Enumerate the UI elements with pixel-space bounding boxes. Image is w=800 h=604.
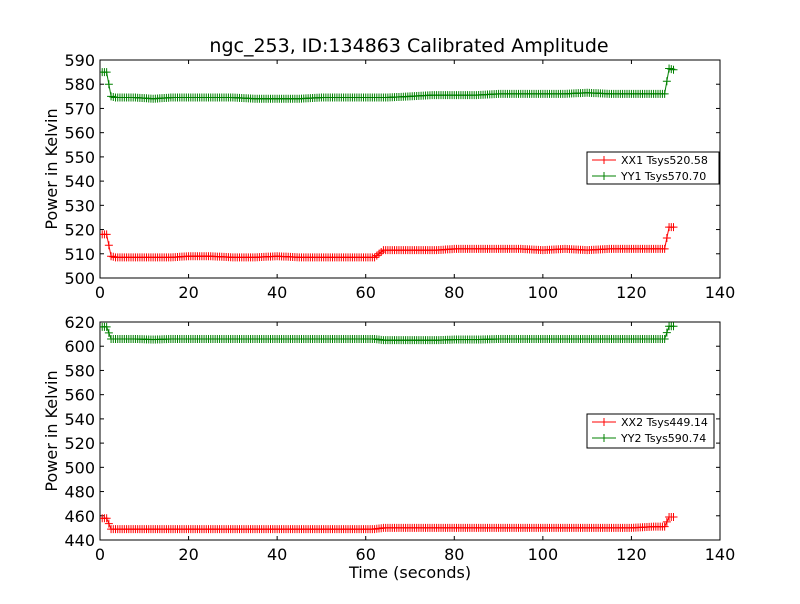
data-point <box>669 322 678 331</box>
y-tick-label: 580 <box>64 361 95 380</box>
y-tick-label: 550 <box>64 148 95 167</box>
x-tick-label: 0 <box>95 283 105 302</box>
legend-label: YY1 Tsys570.70 <box>620 170 706 183</box>
y-tick-label: 570 <box>64 99 95 118</box>
y-tick-label: 480 <box>64 483 95 502</box>
legend-label: XX1 Tsys520.58 <box>621 154 708 167</box>
data-point <box>660 522 669 531</box>
series-1 <box>100 512 678 534</box>
data-point <box>104 519 113 528</box>
y-tick-label: 560 <box>64 386 95 405</box>
data-point <box>660 244 669 253</box>
data-point <box>102 322 111 331</box>
x-tick-label: 60 <box>356 545 376 564</box>
legend-box <box>586 151 720 185</box>
y-tick-label: 540 <box>64 172 95 191</box>
x-tick-label: 80 <box>444 283 464 302</box>
chart-title: ngc_253, ID:134863 Calibrated Amplitude <box>209 35 608 57</box>
data-point <box>102 230 111 239</box>
legend-label: YY2 Tsys590.74 <box>620 432 706 445</box>
y-axis-label: Power in Kelvin <box>42 370 61 491</box>
data-point <box>107 92 116 101</box>
y-tick-label: 510 <box>64 245 95 264</box>
data-point <box>660 89 669 98</box>
legend-marker <box>600 434 608 442</box>
data-point <box>104 241 113 250</box>
data-point <box>662 234 671 243</box>
y-axis-label: Power in Kelvin <box>42 108 61 229</box>
x-tick-label: 40 <box>267 545 287 564</box>
data-point <box>104 80 113 89</box>
data-point <box>665 64 674 73</box>
data-point <box>669 65 678 74</box>
data-point <box>107 252 116 261</box>
data-point <box>102 68 111 77</box>
legend-marker <box>600 156 608 164</box>
series-2 <box>100 64 678 103</box>
series-1 <box>100 223 678 262</box>
y-tick-label: 580 <box>64 75 95 94</box>
data-point <box>102 514 111 523</box>
series-2 <box>100 322 678 345</box>
data-point <box>669 223 678 232</box>
x-tick-label: 100 <box>528 283 559 302</box>
data-point <box>662 77 671 86</box>
y-tick-label: 520 <box>64 221 95 240</box>
x-tick-label: 40 <box>267 283 287 302</box>
x-tick-label: 100 <box>528 545 559 564</box>
chart-panel-2: 0 20 40 60 80 100 120 140 440 460 480 500 520 540 560 5… <box>42 313 735 582</box>
y-tick-label: 500 <box>64 269 95 288</box>
legend: XX1 Tsys520.58 YY1 Tsys570.70 <box>586 151 720 185</box>
data-point <box>662 517 671 526</box>
legend-marker <box>600 172 608 180</box>
legend-box <box>586 413 715 449</box>
x-tick-label: 140 <box>705 545 736 564</box>
y-tick-label: 620 <box>64 313 95 332</box>
y-tick-label: 520 <box>64 434 95 453</box>
y-tick-label: 560 <box>64 124 95 143</box>
x-tick-label: 140 <box>705 283 736 302</box>
x-axis-label: Time (seconds) <box>348 563 471 582</box>
legend-label: XX2 Tsys449.14 <box>621 416 708 429</box>
data-point <box>104 328 113 337</box>
x-tick-label: 20 <box>178 283 198 302</box>
legend: XX2 Tsys449.14 YY2 Tsys590.74 <box>586 413 715 449</box>
y-tick-label: 590 <box>64 51 95 70</box>
y-tick-label: 460 <box>64 507 95 526</box>
y-tick-label: 530 <box>64 196 95 215</box>
data-point <box>662 328 671 337</box>
legend-marker <box>600 418 608 426</box>
x-tick-label: 60 <box>356 283 376 302</box>
data-point <box>669 512 678 521</box>
y-tick-label: 600 <box>64 337 95 356</box>
y-tick-label: 440 <box>64 531 95 550</box>
chart-panel-1: 0 20 40 60 80 100 120 140 500 510 520 530 540 550 560 5… <box>42 51 735 302</box>
y-tick-label: 500 <box>64 458 95 477</box>
y-tick-label: 540 <box>64 410 95 429</box>
plot-frame <box>99 321 721 541</box>
x-tick-label: 80 <box>444 545 464 564</box>
x-tick-label: 120 <box>616 283 647 302</box>
x-tick-label: 20 <box>178 545 198 564</box>
data-point <box>660 334 669 343</box>
x-tick-label: 120 <box>616 545 647 564</box>
x-tick-label: 0 <box>95 545 105 564</box>
plot-frame <box>99 59 721 279</box>
